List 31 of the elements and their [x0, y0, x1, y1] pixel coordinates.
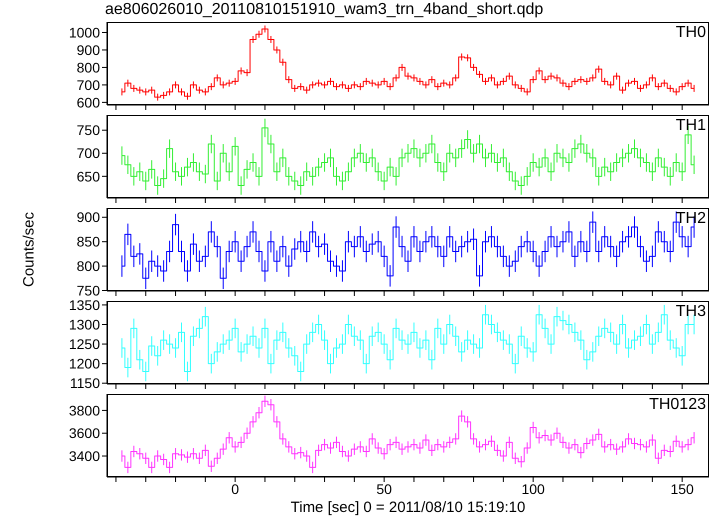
y-tick-label: 800 — [76, 59, 100, 76]
y-tick-label: 1000 — [68, 24, 100, 40]
y-tick-label: 750 — [76, 282, 100, 298]
chart-title: ae806026010_20110810151910_wam3_trn_4band_short.qdp — [104, 0, 544, 20]
x-tick-label: 50 — [376, 480, 392, 497]
y-tick-label: 3600 — [68, 425, 100, 442]
y-tick-label: 900 — [76, 209, 100, 226]
y-tick-label: 3800 — [68, 402, 100, 418]
y-tick-label: 900 — [76, 42, 100, 58]
y-tick-label: 1200 — [68, 356, 100, 372]
y-tick-label: 800 — [76, 258, 100, 274]
y-tick-label: 750 — [76, 122, 100, 138]
y-tick-label: 1150 — [70, 375, 100, 392]
y-tick-label: 600 — [76, 94, 100, 110]
y-tick-label: 3400 — [68, 448, 100, 464]
x-tick-label: 100 — [521, 480, 546, 497]
x-tick-label: 0 — [231, 480, 240, 497]
y-tick-label: 1350 — [68, 296, 100, 313]
y-tick-label: 1250 — [68, 336, 100, 352]
text: TH0 — [676, 24, 706, 42]
y-tick-label: 700 — [76, 76, 100, 93]
y-tick-label: 1300 — [68, 316, 100, 332]
x-axis-title: Time [sec] 0 = 2011/08/10 15:19:10 — [290, 499, 526, 516]
series-label: TH3 — [676, 303, 706, 321]
y-axis-title: Counts/sec — [20, 211, 38, 288]
y-tick-label: 850 — [76, 234, 100, 250]
y-tick-label: 700 — [76, 145, 100, 162]
series-label: TH0123 — [649, 396, 706, 414]
series-label: TH1 — [676, 117, 706, 135]
x-tick-label: 150 — [670, 480, 694, 497]
y-tick-label: 650 — [76, 168, 100, 184]
